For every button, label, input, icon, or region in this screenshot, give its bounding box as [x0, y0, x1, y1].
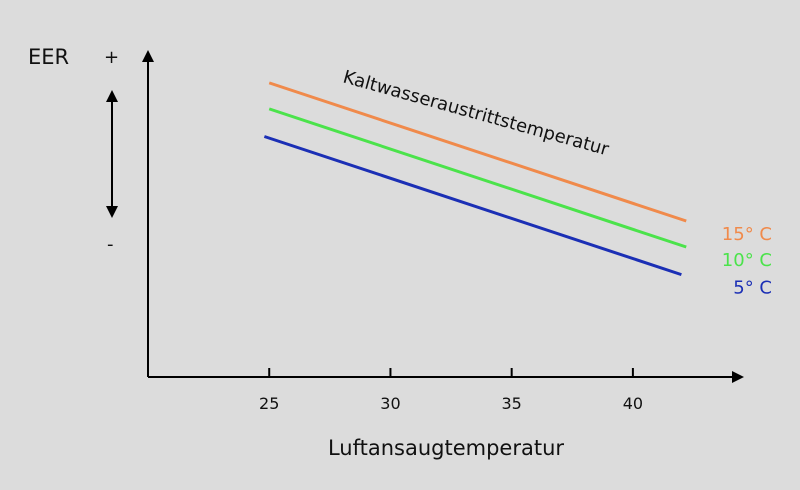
x-tick-label: 40	[623, 394, 643, 413]
series-line	[263, 135, 682, 277]
series-label: 15° C	[722, 224, 772, 245]
series-line	[268, 107, 687, 249]
x-tick-label: 35	[501, 394, 521, 413]
series-labels: 15° C 10° C 5° C	[722, 224, 772, 299]
x-tick-label: 30	[380, 394, 400, 413]
x-ticks: 25 30 35 40	[259, 368, 643, 413]
y-minus-sign: -	[107, 234, 114, 255]
series-line	[268, 81, 687, 223]
series-lines	[263, 81, 687, 277]
y-plus-sign: +	[104, 47, 119, 68]
y-axis-label: EER	[28, 45, 69, 69]
series-label: 10° C	[722, 250, 772, 271]
x-tick-label: 25	[259, 394, 279, 413]
series-label: 5° C	[733, 278, 772, 299]
x-axis-label: Luftansaugtemperatur	[328, 436, 564, 460]
